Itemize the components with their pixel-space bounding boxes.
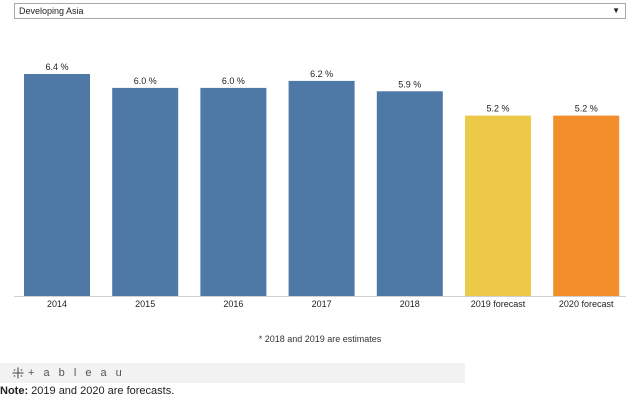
bar-2015[interactable] (112, 87, 179, 297)
x-tick-label: 2015 (135, 299, 155, 309)
bar-chart: 6.4 % 2014 6.0 % 2015 6.0 % 2016 6.2 % 2017 5.9 … (14, 62, 626, 309)
tableau-toolbar: + a b l e a u (0, 363, 465, 383)
bar-2016[interactable] (200, 87, 267, 297)
bar-2014[interactable] (24, 74, 90, 296)
bar-2019-forecast[interactable] (465, 115, 531, 296)
forecast-note: Note: 2019 and 2020 are forecasts. (0, 385, 174, 398)
x-tick-label: 2016 (223, 299, 243, 309)
region-dropdown[interactable]: Developing Asia ▼ (14, 3, 626, 19)
note-label: Note: (0, 385, 29, 397)
note-text: 2019 and 2020 are forecasts. (28, 385, 175, 397)
bar-2020-forecast[interactable] (553, 115, 620, 296)
tableau-cross-icon (12, 367, 24, 379)
data-label: 6.2 % (310, 69, 333, 79)
data-label: 6.0 % (222, 76, 245, 86)
data-label: 5.9 % (398, 79, 421, 89)
x-tick-label: 2019 forecast (471, 299, 526, 309)
x-tick-label: 2018 (400, 299, 420, 309)
x-tick-label: 2020 forecast (559, 299, 614, 309)
x-tick-label: 2017 (312, 299, 332, 309)
data-label: 5.2 % (486, 104, 509, 114)
chevron-down-icon[interactable]: ▼ (612, 6, 620, 15)
data-label: 6.4 % (45, 62, 68, 72)
data-label: 6.0 % (134, 76, 157, 86)
x-tick-label: 2014 (47, 299, 67, 309)
region-dropdown-value: Developing Asia (19, 6, 84, 16)
tableau-logo[interactable]: + a b l e a u (12, 367, 125, 379)
bar-2018[interactable] (376, 91, 443, 296)
data-label: 5.2 % (575, 104, 598, 114)
chart-footnote: * 2018 and 2019 are estimates (258, 334, 382, 344)
tableau-wordmark: + a b l e a u (28, 367, 125, 379)
bar-2017[interactable] (288, 80, 355, 297)
